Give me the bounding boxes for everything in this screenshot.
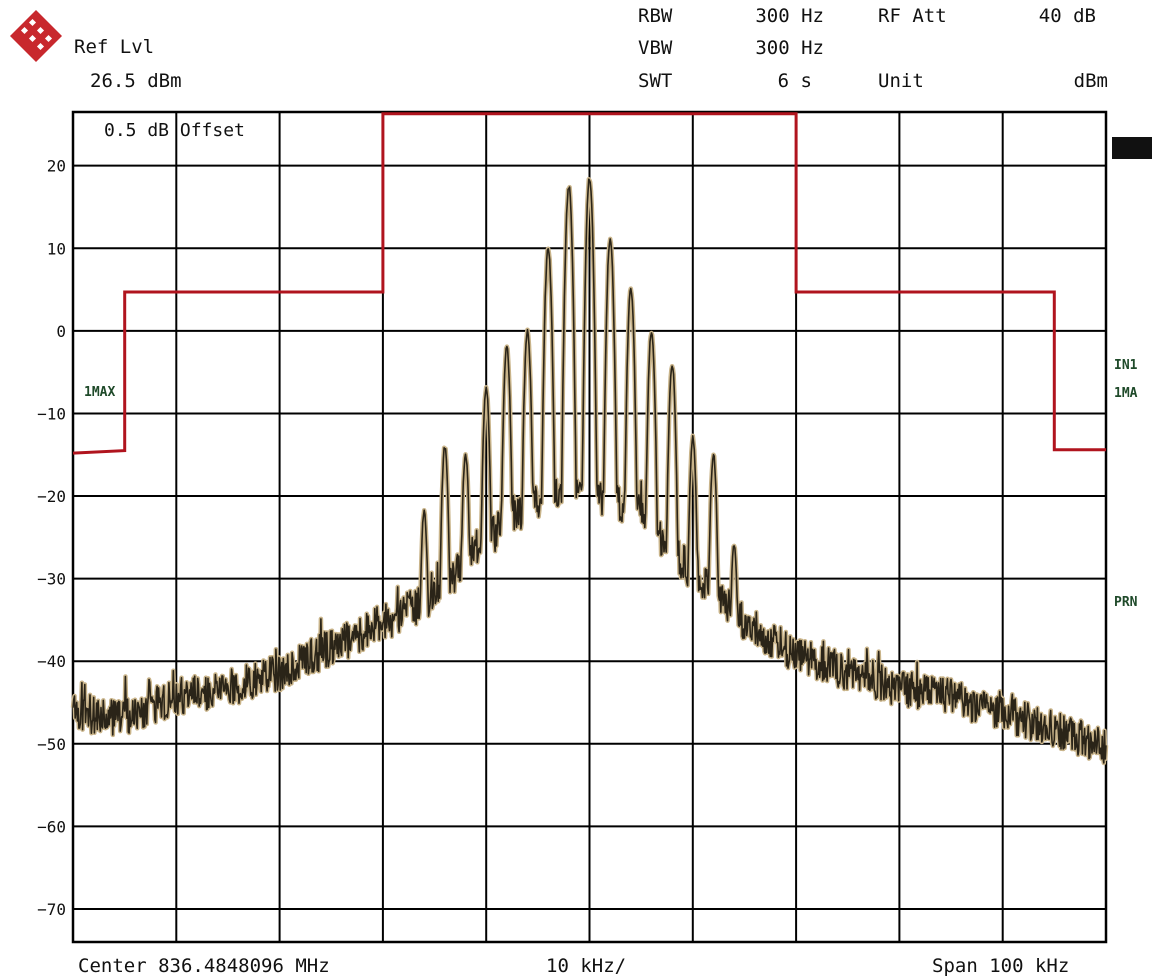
rohde-schwarz-logo-icon	[10, 10, 62, 62]
division-scale: 10 kHz/	[546, 955, 627, 977]
vbw-value: 300 Hz	[755, 37, 824, 59]
ref-level-value: 26.5 dBm	[90, 70, 182, 92]
y-tick-label: 10	[47, 239, 66, 258]
swt-label: SWT	[638, 70, 673, 92]
y-tick-label: −50	[37, 735, 66, 754]
grid	[71, 110, 1108, 944]
ref-level-label: Ref Lvl	[74, 36, 155, 58]
unit-value: dBm	[1073, 70, 1108, 92]
trace-label-left: 1MAX	[84, 385, 116, 400]
swt-value: 6 s	[777, 70, 812, 92]
y-tick-label: −70	[37, 900, 66, 919]
y-tick-label: −30	[37, 570, 66, 589]
y-tick-label: −10	[37, 404, 66, 423]
center-frequency: Center 836.4848096 MHz	[78, 955, 330, 977]
y-tick-label: 0	[56, 322, 66, 341]
unit-label: Unit	[878, 70, 924, 92]
rf-att-label: RF Att	[878, 5, 947, 27]
print-label: PRN	[1114, 595, 1138, 610]
rbw-value: 300 Hz	[755, 5, 824, 27]
y-tick-label: −60	[37, 817, 66, 836]
rf-att-value: 40 dB	[1038, 5, 1096, 27]
trace-mode-label: 1MA	[1114, 386, 1138, 401]
y-tick-labels: 20 10 0 −10 −20 −30 −40 −50 −60 −70	[37, 157, 66, 919]
vbw-label: VBW	[638, 37, 673, 59]
limit-mask-line	[72, 112, 1106, 455]
y-tick-label: 20	[47, 157, 66, 176]
y-tick-label: −40	[37, 652, 66, 671]
input-label: IN1	[1114, 358, 1138, 373]
y-tick-label: −20	[37, 487, 66, 506]
spectrum-trace	[72, 178, 1107, 764]
rbw-label: RBW	[638, 5, 673, 27]
offset-note: 0.5 dB Offset	[104, 120, 245, 141]
status-box	[1112, 137, 1152, 159]
span-value: Span 100 kHz	[932, 955, 1070, 977]
